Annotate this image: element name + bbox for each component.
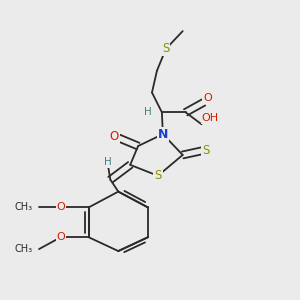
Text: N: N bbox=[158, 128, 168, 141]
Text: OH: OH bbox=[202, 113, 219, 123]
Text: O: O bbox=[110, 130, 119, 142]
Text: H: H bbox=[103, 157, 111, 167]
Text: O: O bbox=[56, 232, 65, 242]
Text: S: S bbox=[162, 42, 169, 56]
Text: CH₃: CH₃ bbox=[14, 244, 32, 254]
Text: O: O bbox=[203, 94, 212, 103]
Text: O: O bbox=[56, 202, 65, 212]
Text: S: S bbox=[154, 169, 162, 182]
Text: CH₃: CH₃ bbox=[14, 202, 32, 212]
Text: H: H bbox=[144, 107, 152, 117]
Text: S: S bbox=[202, 143, 209, 157]
